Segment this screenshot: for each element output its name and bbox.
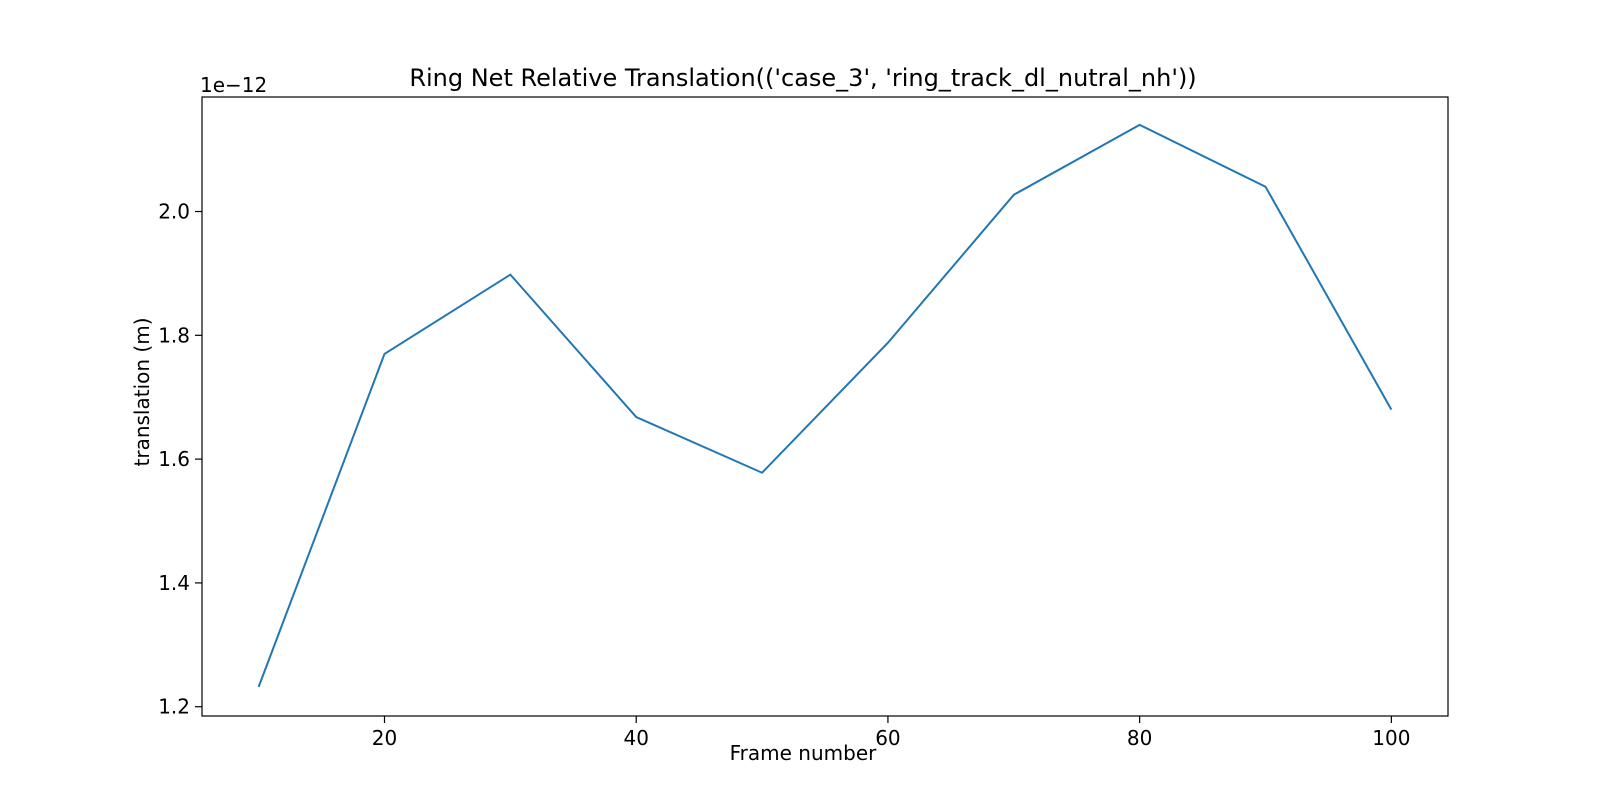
plot-frame (201, 96, 1449, 717)
series-line-0 (257, 123, 1393, 688)
x-axis-label: Frame number (730, 741, 878, 765)
x-tick-label: 60 (875, 726, 900, 750)
plot-area: 20 40 60 80 100 1.2 1.4 1.6 1.8 2.0 (158, 96, 1449, 750)
chart-title: Ring Net Relative Translation(('case_3',… (409, 64, 1196, 92)
y-tick-label: 1.6 (158, 447, 190, 471)
x-tick-label: 80 (1127, 726, 1152, 750)
y-tick-label: 1.8 (158, 323, 190, 347)
y-tick-label: 1.2 (158, 695, 190, 719)
x-tick-label: 100 (1372, 726, 1410, 750)
y-tick-label: 1.4 (158, 571, 190, 595)
x-tick-label: 20 (372, 726, 397, 750)
y-axis-offset-label: 1e−12 (200, 73, 267, 97)
x-tick-label: 40 (623, 726, 648, 750)
y-tick-label: 2.0 (158, 200, 190, 224)
y-axis-label: translation (m) (130, 318, 154, 467)
